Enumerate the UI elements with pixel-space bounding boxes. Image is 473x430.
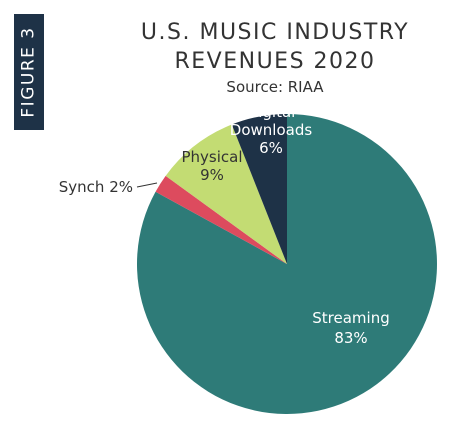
slice-label-line: 6% — [259, 139, 283, 157]
slice-label-line: 9% — [200, 166, 224, 184]
pie-slice-streaming — [136, 114, 437, 414]
slice-label-synch: Synch 2% — [59, 178, 133, 196]
pie-slice-physical — [165, 124, 287, 264]
slice-label-line: Downloads — [230, 121, 313, 139]
chart-title-line-1: U.S. MUSIC INDUSTRY — [140, 20, 410, 45]
figure-label-tab: FIGURE 3 — [14, 14, 44, 130]
slice-label-line: Digital — [247, 103, 296, 121]
slice-label-streaming: Streaming 83% — [312, 309, 389, 347]
pie-labels: Streaming 83%Synch 2%Physical 9%Digital Dow… — [59, 103, 390, 347]
chart-title: U.S. MUSIC INDUSTRY REVENUES 2020 — [110, 18, 440, 76]
slice-label-line: Physical — [181, 148, 242, 166]
slice-label-physical: Physical 9% — [181, 148, 242, 184]
slice-label-line: Synch 2% — [59, 178, 133, 196]
chart-subtitle: Source: RIAA — [226, 78, 324, 96]
pie-slices — [136, 114, 437, 414]
slice-label-digital-downloads: Digital Downloads 6% — [230, 103, 313, 157]
slice-label-line: 83% — [334, 329, 367, 347]
pie-slice-digital-downloads — [231, 114, 287, 264]
label-leader-line-synch — [136, 182, 158, 188]
slice-label-line: Streaming — [312, 309, 389, 327]
chart-title-line-2: REVENUES 2020 — [174, 49, 376, 74]
pie-slice-synch — [155, 175, 287, 264]
